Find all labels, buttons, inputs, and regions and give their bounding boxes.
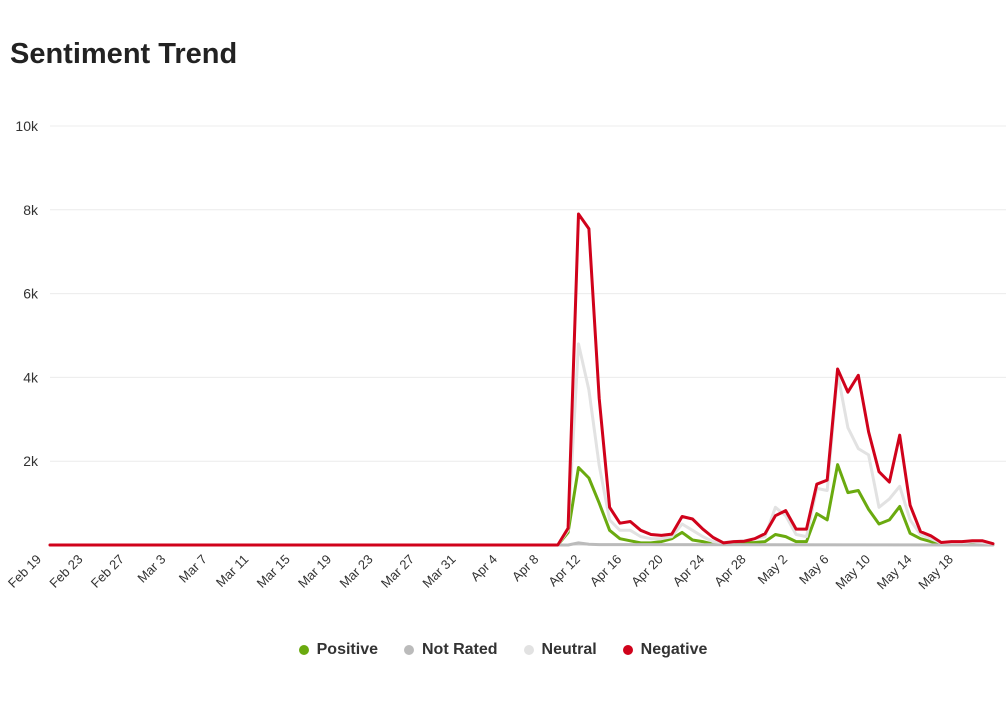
grid-lines: [50, 125, 1006, 546]
chart-title: Sentiment Trend: [10, 38, 238, 70]
x-tick-label: May 6: [796, 552, 832, 588]
x-tick-label: Mar 7: [176, 552, 210, 586]
x-tick-label: Apr 8: [509, 552, 542, 585]
legend-dot-icon: [403, 645, 414, 655]
legend-item-not-rated[interactable]: Not Rated: [403, 641, 498, 659]
x-tick-label: Mar 27: [378, 552, 417, 591]
legend-label: Negative: [640, 641, 708, 658]
x-tick-label: May 2: [755, 552, 791, 588]
x-tick-label: Apr 16: [587, 552, 625, 590]
x-tick-label: Feb 23: [46, 552, 85, 591]
x-tick-label: Feb 19: [5, 552, 44, 591]
x-axis-ticks: Feb 19 Feb 23 Feb 27 Mar 3 Mar 7 Mar 11 Mar 15…: [5, 552, 956, 593]
y-tick-label: 4k: [23, 369, 39, 385]
x-tick-label: May 14: [874, 552, 915, 593]
legend-label: Positive: [316, 641, 378, 658]
x-tick-label: Mar 3: [134, 552, 168, 586]
x-tick-label: Mar 11: [213, 552, 252, 591]
series-line-neutral: [48, 342, 995, 547]
x-tick-label: May 10: [832, 552, 873, 593]
x-tick-label: Apr 20: [628, 552, 666, 590]
series-line-negative: [48, 212, 995, 547]
legend-label: Neutral: [541, 641, 597, 658]
series-line-positive: [48, 463, 995, 547]
legend-dot-icon: [298, 645, 309, 655]
legend-item-neutral[interactable]: Neutral: [523, 641, 597, 659]
legend-item-negative[interactable]: Negative: [622, 641, 708, 659]
series-lines: [48, 212, 995, 547]
x-tick-label: Apr 28: [711, 552, 749, 590]
x-tick-label: Mar 15: [254, 552, 293, 591]
legend-item-positive[interactable]: Positive: [298, 641, 378, 659]
y-tick-label: 10k: [15, 118, 39, 134]
x-tick-label: Mar 19: [295, 552, 334, 591]
legend-dot-icon: [622, 645, 633, 655]
legend-label: Not Rated: [421, 641, 498, 658]
x-tick-label: Feb 27: [88, 552, 127, 591]
y-axis-ticks: 2k 4k 6k 8k 10k: [15, 118, 39, 469]
y-tick-label: 8k: [23, 202, 39, 218]
legend-dot-icon: [523, 645, 534, 655]
x-tick-label: May 18: [915, 552, 956, 593]
chart-legend: Positive Not Rated Neutral Negative: [0, 641, 1006, 659]
x-tick-label: Apr 4: [467, 552, 500, 585]
x-tick-label: Apr 12: [545, 552, 583, 590]
y-tick-label: 2k: [23, 453, 39, 469]
x-tick-label: Mar 31: [419, 552, 458, 591]
x-tick-label: Apr 24: [670, 552, 708, 590]
y-tick-label: 6k: [23, 286, 39, 302]
x-tick-label: Mar 23: [337, 552, 376, 591]
